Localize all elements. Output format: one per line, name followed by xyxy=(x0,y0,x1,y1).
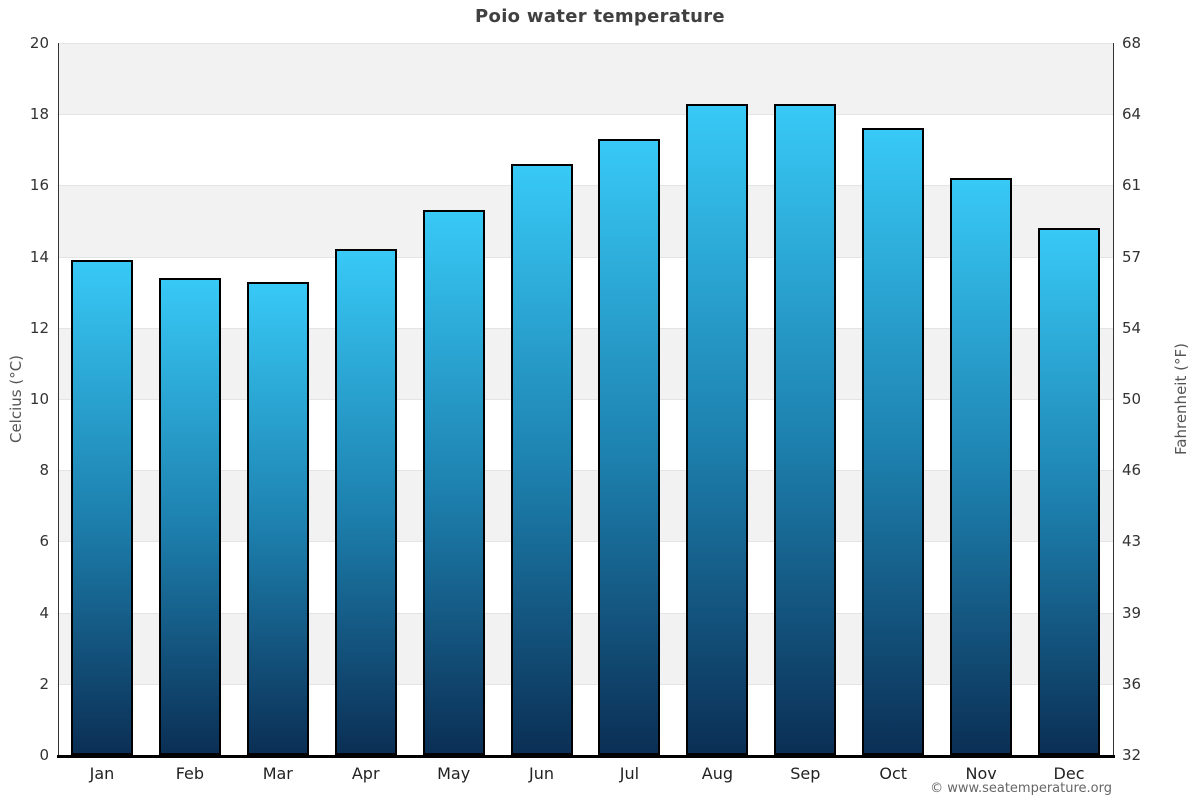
bar-jan xyxy=(70,260,133,755)
y-tick-celsius-8: 8 xyxy=(39,461,49,480)
background-band xyxy=(58,683,1113,755)
y-tick-fahrenheit-46: 46 xyxy=(1122,461,1142,480)
gridline xyxy=(58,256,1113,258)
x-tick-jul: Jul xyxy=(619,764,640,783)
y-tick-celsius-0: 0 xyxy=(39,746,49,764)
y-tick-fahrenheit-50: 50 xyxy=(1122,390,1142,408)
bar-jul xyxy=(598,139,661,755)
y-tick-fahrenheit-54: 54 xyxy=(1122,318,1142,337)
x-tick-aug: Aug xyxy=(701,764,733,783)
y-tick-celsius-10: 10 xyxy=(29,390,49,408)
y-tick-celsius-12: 12 xyxy=(29,318,49,337)
gridline xyxy=(58,43,1113,44)
x-tick-apr: Apr xyxy=(351,764,380,783)
background-band xyxy=(58,470,1113,542)
bar-apr xyxy=(334,249,397,755)
y-axis-label-fahrenheit: Fahrenheit (°F) xyxy=(1172,343,1190,455)
y-tick-fahrenheit-43: 43 xyxy=(1122,532,1142,551)
y-tick-celsius-2: 2 xyxy=(39,674,49,693)
background-band xyxy=(58,256,1113,328)
bar-aug xyxy=(686,103,749,755)
y-tick-fahrenheit-64: 64 xyxy=(1122,105,1142,124)
y-tick-fahrenheit-68: 68 xyxy=(1122,34,1142,52)
y-tick-celsius-4: 4 xyxy=(39,603,49,622)
y-tick-fahrenheit-32: 32 xyxy=(1122,746,1142,764)
background-band xyxy=(58,612,1113,684)
y-axis-line-left xyxy=(58,43,59,755)
plot-area xyxy=(58,43,1113,755)
background-band xyxy=(58,114,1113,186)
bar-may xyxy=(422,210,485,755)
bar-jun xyxy=(510,164,573,755)
gridline xyxy=(58,185,1113,187)
x-tick-dec: Dec xyxy=(1053,764,1085,783)
x-tick-jun: Jun xyxy=(529,764,555,783)
x-tick-feb: Feb xyxy=(175,764,205,783)
bar-feb xyxy=(158,277,221,755)
bar-dec xyxy=(1038,228,1101,755)
y-tick-celsius-18: 18 xyxy=(29,105,49,124)
bar-nov xyxy=(950,178,1013,755)
gridline xyxy=(58,399,1113,400)
x-tick-mar: Mar xyxy=(262,764,293,783)
copyright-text: © www.seatemperature.org xyxy=(930,781,1112,796)
background-band xyxy=(58,43,1113,115)
y-tick-fahrenheit-61: 61 xyxy=(1122,176,1142,195)
gridline xyxy=(58,327,1113,329)
y-tick-celsius-16: 16 xyxy=(29,176,49,195)
gridline xyxy=(58,683,1113,685)
background-band xyxy=(58,327,1113,399)
bar-sep xyxy=(774,103,837,755)
y-tick-fahrenheit-36: 36 xyxy=(1122,674,1142,693)
background-band xyxy=(58,399,1113,471)
x-tick-oct: Oct xyxy=(879,764,908,783)
chart-title: Poio water temperature xyxy=(475,6,725,27)
y-tick-celsius-14: 14 xyxy=(29,247,49,266)
x-tick-may: May xyxy=(437,764,471,783)
y-tick-fahrenheit-57: 57 xyxy=(1122,247,1142,266)
x-tick-nov: Nov xyxy=(965,764,997,783)
gridline xyxy=(58,541,1113,543)
bar-oct xyxy=(862,128,925,755)
x-axis-line xyxy=(57,755,1115,758)
y-axis-label-celsius: Celcius (°C) xyxy=(7,354,25,444)
background-band xyxy=(58,185,1113,257)
y-tick-fahrenheit-39: 39 xyxy=(1122,603,1142,622)
bar-mar xyxy=(246,281,309,755)
background-band xyxy=(58,541,1113,613)
x-tick-sep: Sep xyxy=(790,764,821,783)
x-tick-jan: Jan xyxy=(89,764,115,783)
y-tick-celsius-20: 20 xyxy=(29,34,49,52)
y-axis-line-right xyxy=(1113,43,1114,755)
gridline xyxy=(58,114,1113,116)
gridline xyxy=(58,612,1113,614)
gridline xyxy=(58,470,1113,472)
y-tick-celsius-6: 6 xyxy=(39,532,49,551)
